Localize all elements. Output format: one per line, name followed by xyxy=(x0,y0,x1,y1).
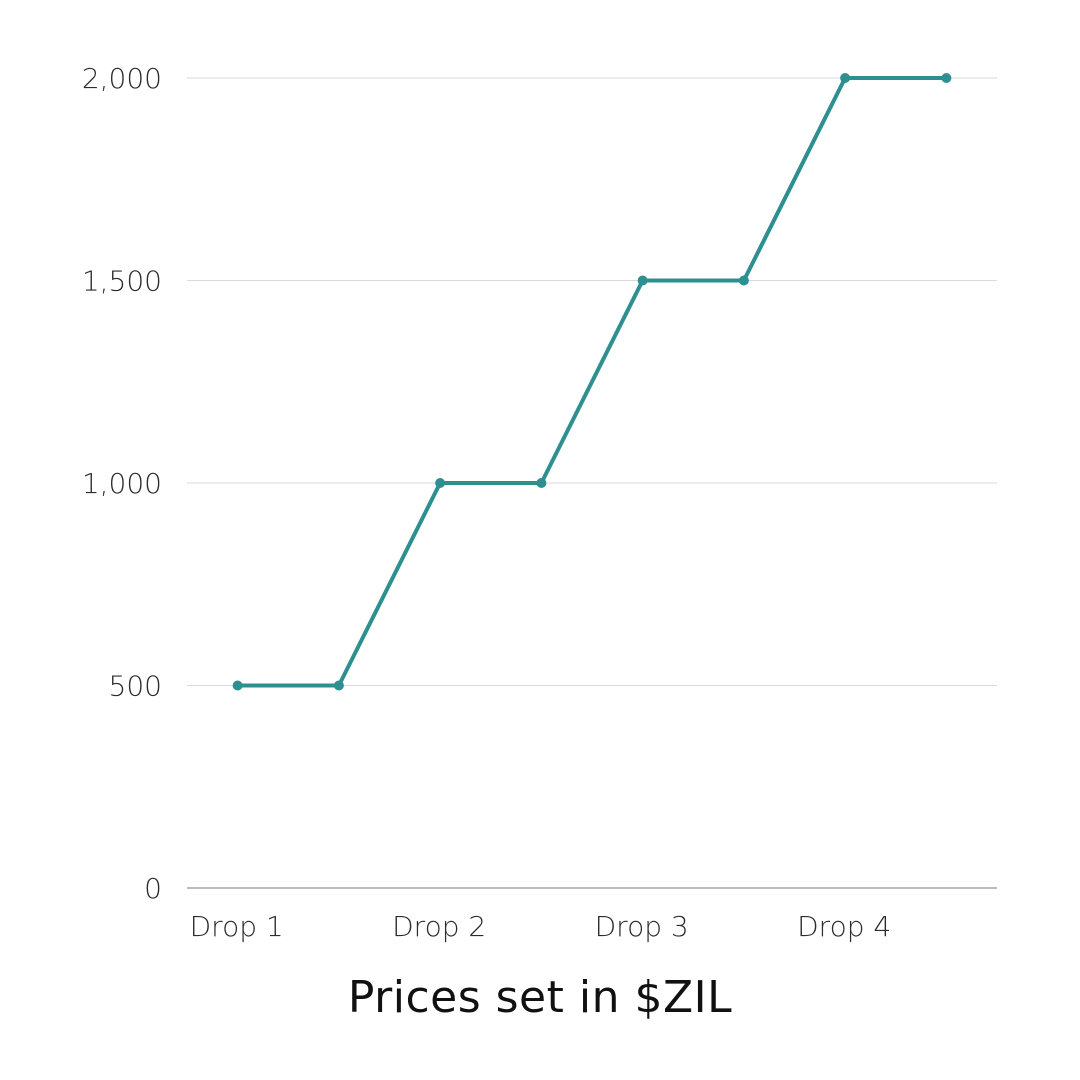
x-tick-label: Drop 2 xyxy=(392,910,486,943)
x-axis-title: Prices set in $ZIL xyxy=(347,972,733,1023)
x-tick-label: Drop 4 xyxy=(797,910,891,943)
x-tick-label: Drop 3 xyxy=(595,910,689,943)
y-tick-label: 500 xyxy=(109,670,162,703)
y-tick-label: 1,000 xyxy=(82,467,162,500)
price-series xyxy=(232,73,952,691)
x-tick-label: Drop 1 xyxy=(190,910,284,943)
y-axis-tick-labels: 0 500 1,000 1,500 2,000 xyxy=(82,62,162,905)
gridlines xyxy=(187,77,997,889)
y-tick-label: 1,500 xyxy=(82,265,162,298)
data-point xyxy=(232,680,243,691)
data-point xyxy=(435,478,446,488)
y-tick-label: 0 xyxy=(144,872,162,905)
data-point xyxy=(941,73,952,83)
data-point xyxy=(637,275,648,286)
data-point xyxy=(840,73,851,83)
data-point xyxy=(738,275,749,286)
data-point xyxy=(333,680,344,691)
x-axis-tick-labels: Drop 1 Drop 2 Drop 3 Drop 4 xyxy=(190,910,892,943)
y-tick-label: 2,000 xyxy=(82,62,162,95)
series-line xyxy=(235,76,949,688)
data-point xyxy=(536,478,547,488)
